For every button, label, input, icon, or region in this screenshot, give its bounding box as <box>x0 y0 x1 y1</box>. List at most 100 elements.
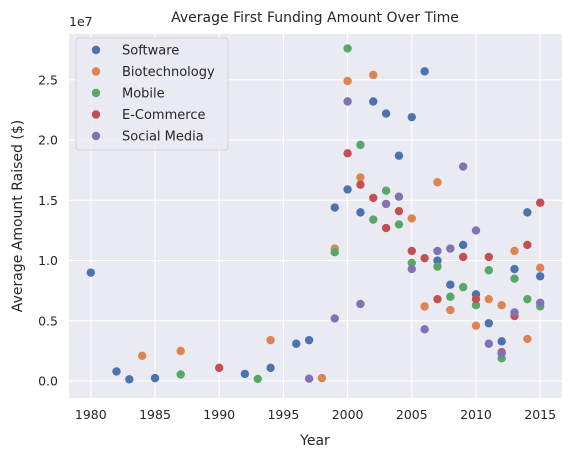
legend-label: Software <box>122 44 179 59</box>
data-point-social-media <box>484 339 494 348</box>
data-point-software <box>150 373 160 383</box>
legend-marker <box>91 45 101 55</box>
data-point-e-commerce <box>458 252 468 262</box>
data-point-mobile <box>446 292 455 301</box>
data-point-software <box>304 335 314 345</box>
data-point-biotechnology <box>176 346 185 356</box>
data-points <box>86 44 545 384</box>
data-point-software <box>381 109 391 118</box>
data-point-mobile <box>356 140 365 150</box>
data-point-mobile <box>330 247 339 257</box>
data-point-mobile <box>394 220 404 229</box>
series-mobile <box>176 44 545 384</box>
y-tick-label: 0.0 <box>38 374 58 389</box>
data-point-mobile <box>369 215 378 224</box>
data-point-e-commerce <box>369 193 378 203</box>
data-point-software <box>356 208 365 217</box>
data-point-social-media <box>420 325 429 334</box>
data-point-social-media <box>433 246 442 256</box>
data-point-e-commerce <box>420 253 429 263</box>
y-offset-label: 1e7 <box>69 14 93 29</box>
y-tick-label: 1.0 <box>38 253 58 268</box>
x-tick-label: 1985 <box>139 407 171 422</box>
data-point-e-commerce <box>484 252 494 262</box>
legend-box <box>75 37 229 151</box>
data-point-software <box>112 367 121 376</box>
legend: Software Biotechnology Mobile E-Commerce Soc… <box>75 37 229 151</box>
data-point-mobile <box>381 186 391 195</box>
chart-title: Average First Funding Amount Over Time <box>171 10 459 26</box>
data-point-mobile <box>176 370 185 379</box>
data-point-social-media <box>394 192 404 201</box>
data-point-social-media <box>535 298 545 307</box>
x-tick-label: 2015 <box>524 407 556 422</box>
data-point-social-media <box>343 97 352 106</box>
x-tick-label: 1980 <box>75 407 107 422</box>
x-tick-label: 2005 <box>396 407 428 422</box>
data-point-software <box>484 319 494 328</box>
data-point-social-media <box>497 349 506 358</box>
data-point-biotechnology <box>369 70 378 80</box>
data-point-mobile <box>471 300 481 310</box>
data-point-mobile <box>523 294 532 304</box>
data-point-software <box>510 264 519 274</box>
data-point-software <box>86 268 96 277</box>
data-point-biotechnology <box>317 373 327 383</box>
x-tick-label: 2010 <box>460 407 492 422</box>
data-point-software <box>446 280 455 289</box>
y-tick-label: 1.5 <box>38 193 58 208</box>
data-point-biotechnology <box>535 263 545 273</box>
data-point-software <box>523 208 532 217</box>
legend-label: E-Commerce <box>122 108 205 123</box>
data-point-software <box>240 369 250 379</box>
data-point-mobile <box>343 44 352 53</box>
data-point-biotechnology <box>484 294 494 304</box>
data-point-software <box>330 203 339 212</box>
x-axis-label: Year <box>299 433 330 449</box>
legend-label: Mobile <box>122 87 165 102</box>
data-point-mobile <box>458 282 468 292</box>
legend-marker <box>91 67 101 76</box>
legend-marker <box>91 88 101 98</box>
y-tick-labels: 0.0 0.5 1.0 1.5 2.0 2.5 <box>38 72 58 388</box>
data-point-software <box>394 151 404 160</box>
data-point-software <box>433 256 442 265</box>
data-point-e-commerce <box>433 294 442 304</box>
data-point-e-commerce <box>523 240 532 250</box>
data-point-biotechnology <box>471 321 481 330</box>
data-point-social-media <box>304 374 314 383</box>
data-point-biotechnology <box>433 178 442 187</box>
data-point-software <box>292 339 301 348</box>
data-point-social-media <box>458 162 468 171</box>
data-point-biotechnology <box>356 173 365 182</box>
data-point-software <box>125 375 134 384</box>
series-social-media <box>304 97 545 383</box>
legend-label: Biotechnology <box>122 65 215 80</box>
data-point-social-media <box>356 299 365 309</box>
data-point-software <box>458 240 468 250</box>
series-software <box>86 67 545 384</box>
data-point-social-media <box>330 314 339 323</box>
legend-marker <box>91 110 101 119</box>
data-point-biotechnology <box>137 351 147 361</box>
data-point-e-commerce <box>381 223 391 233</box>
y-tick-label: 2.0 <box>38 133 58 148</box>
x-tick-label: 2000 <box>332 407 364 422</box>
data-point-software <box>266 363 275 373</box>
data-point-e-commerce <box>535 198 545 207</box>
data-point-biotechnology <box>407 214 416 223</box>
data-point-biotechnology <box>497 300 506 310</box>
data-point-e-commerce <box>407 246 416 256</box>
data-point-software <box>343 185 352 194</box>
legend-label: Social Media <box>122 130 204 145</box>
data-point-biotechnology <box>523 334 532 344</box>
data-point-social-media <box>510 308 519 317</box>
x-tick-label: 1990 <box>203 407 235 422</box>
y-tick-label: 0.5 <box>38 313 58 328</box>
data-point-biotechnology <box>446 305 455 315</box>
data-point-social-media <box>446 244 455 253</box>
data-point-e-commerce <box>394 206 404 216</box>
data-point-biotechnology <box>343 76 352 86</box>
data-point-software <box>420 67 429 76</box>
